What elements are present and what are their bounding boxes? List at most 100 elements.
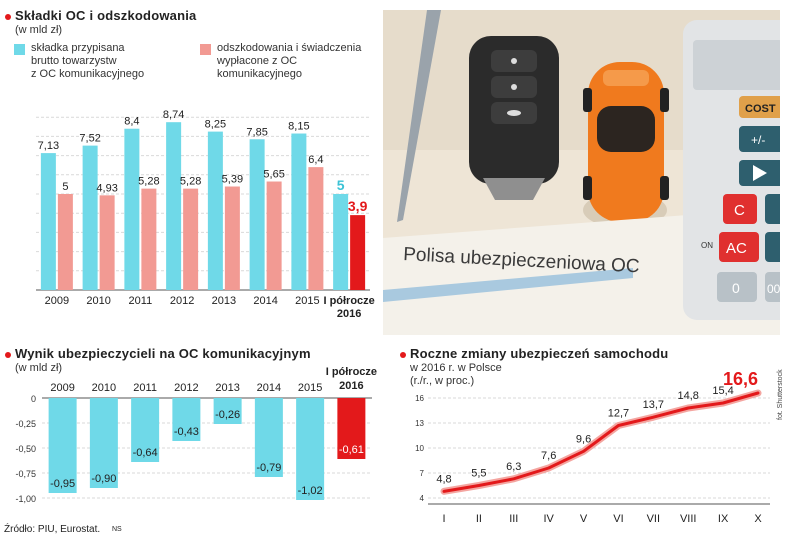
top-data-label: 7,85: [246, 126, 267, 138]
bottom-right-subtitle-2: (r./r., w proc.): [410, 375, 475, 387]
bottom-right-title: Roczne zmiany ubezpieczeń samochodu: [400, 346, 668, 361]
legend-claims-line-3: komunikacyjnego: [217, 68, 302, 80]
br-x-tick-label: II: [476, 513, 482, 525]
photo-svg: Polisa ubezpieczeniowa OC COST +/- C ON …: [383, 10, 780, 335]
top-data-label: 8,25: [205, 119, 226, 131]
calc-plusminus-key: +/-: [751, 133, 765, 147]
bl-x-tick-label: 2010: [92, 382, 116, 394]
legend-label-premium: składka przypisana brutto towarzystw z O…: [31, 42, 144, 81]
top-data-label: 8,74: [163, 109, 184, 121]
br-data-label: 6,3: [506, 461, 521, 473]
top-bar-chart: 7,13 5 2009 7,52 4,93 2010 8,4 5,28 2011 8,74 5,28…: [36, 109, 375, 320]
bl-x-tick-label: I półrocze: [326, 366, 377, 378]
br-data-label: 15,4: [712, 385, 733, 397]
br-x-tick-label: IV: [543, 513, 554, 525]
top-data-label: 8,4: [124, 116, 139, 128]
top-x-tick-label: 2009: [45, 295, 69, 307]
top-x-tick-label: 2012: [170, 295, 194, 307]
bl-data-label: -0,79: [256, 462, 281, 474]
top-data-label: 5: [337, 177, 345, 193]
bl-y-tick-label: -0,75: [15, 469, 36, 479]
br-data-label: 7,6: [541, 450, 556, 462]
br-x-tick-label: VII: [647, 513, 660, 525]
top-chart-title-text: Składki OC i odszkodowania: [15, 8, 197, 23]
top-x-tick-label: 2015: [295, 295, 319, 307]
br-data-label: 9,6: [576, 433, 591, 445]
top-x-tick-label: 2011: [129, 295, 153, 307]
top-data-label: 8,15: [288, 121, 309, 133]
br-data-label: 5,5: [471, 468, 486, 480]
bottom-left-subtitle: (w mld zł): [15, 362, 63, 374]
bl-bar: [48, 398, 77, 493]
br-y-tick-label: 16: [415, 394, 424, 403]
legend-premium-line-2: brutto towarzystw: [31, 55, 117, 67]
top-data-label: 5,28: [138, 176, 159, 188]
top-bar-claims: [57, 194, 73, 290]
photo-illustration: Polisa ubezpieczeniowa OC COST +/- C ON …: [383, 10, 780, 335]
br-x-tick-label: I: [442, 513, 445, 525]
title-bullet-icon: [5, 351, 11, 358]
top-bar-claims: [99, 195, 115, 290]
top-chart-title: Składki OC i odszkodowania: [5, 8, 196, 23]
bl-bar: [213, 398, 242, 424]
br-x-tick-label: IX: [718, 513, 729, 525]
top-chart-subtitle: (w mld zł): [15, 24, 63, 36]
br-series-line-glow: [440, 389, 762, 495]
bottom-left-bar-chart: 0 -0,25 -0,50 -0,75 -1,00 -0,95 2009 -0,90 2010 -…: [15, 366, 377, 504]
br-x-tick-label: III: [509, 513, 518, 525]
top-bar-premium: [291, 133, 307, 290]
top-bar-premium: [333, 194, 349, 290]
br-data-label: 16,6: [723, 369, 758, 389]
br-data-label: 12,7: [608, 408, 629, 420]
calc-cost-key: COST: [745, 103, 776, 115]
br-x-tick-label: X: [754, 513, 762, 525]
bl-y-tick-label: -0,50: [15, 444, 36, 454]
bottom-left-title: Wynik ubezpieczycieli na OC komunikacyjn…: [5, 346, 311, 361]
br-x-tick-label: V: [580, 513, 588, 525]
calc-double-zero-key: 00: [767, 282, 780, 296]
bl-data-label: -0,64: [133, 447, 158, 459]
top-data-label: 5,28: [180, 176, 201, 188]
calc-c-key: C: [734, 202, 745, 219]
car-key-icon: [469, 36, 559, 200]
calc-zero-key: 0: [732, 280, 740, 296]
top-bar-premium: [82, 145, 98, 290]
top-bar-premium: [207, 131, 223, 290]
top-data-label: 4,93: [96, 182, 117, 194]
bl-y-tick-label: 0: [31, 394, 36, 404]
br-data-label: 14,8: [678, 390, 699, 402]
br-data-label: 4,8: [436, 473, 451, 485]
top-bar-claims: [266, 181, 282, 290]
author-initials: NS: [112, 526, 122, 533]
bottom-right-line-chart: 4 7 10 13 16 4,8 I 5,5 II 6,3 III 7,6 IV 9,6 V 12,7 VI 13…: [415, 369, 770, 525]
top-data-label: 7,13: [38, 140, 59, 152]
title-bullet-icon: [400, 351, 406, 358]
top-x-tick-label: 2010: [86, 295, 110, 307]
br-y-tick-label: 7: [420, 469, 425, 478]
photo-credit-text: fot. Shutterstock: [777, 369, 784, 420]
bl-data-label: -1,02: [298, 485, 323, 497]
top-x-tick-label: I półrocze: [323, 295, 374, 307]
bl-x-tick-label: 2011: [133, 382, 157, 394]
top-bar-claims: [141, 188, 157, 290]
bl-data-label: -0,26: [215, 409, 240, 421]
bl-bar: [131, 398, 160, 462]
br-data-label: 13,7: [643, 399, 664, 411]
source-note: Źródło: PIU, Eurostat.: [4, 524, 101, 535]
br-x-tick-label: VIII: [680, 513, 697, 525]
bl-x-tick-label: 2009: [50, 382, 74, 394]
bottom-right-subtitle-1: w 2016 r. w Polsce: [410, 362, 502, 374]
br-y-tick-label: 10: [415, 444, 424, 453]
top-bar-premium: [40, 153, 56, 290]
top-bar-claims: [183, 188, 199, 290]
top-x-tick-label: 2014: [253, 295, 277, 307]
bl-x-tick-label: 2016: [339, 380, 363, 392]
photo-credit: fot. Shutterstock: [773, 352, 785, 422]
calc-on-label: ON: [701, 241, 713, 250]
calculator-icon: COST +/- C ON AC 0 00: [683, 20, 780, 320]
br-y-tick-label: 13: [415, 419, 424, 428]
top-bar-claims: [308, 167, 324, 290]
bl-data-label: -0,61: [339, 444, 364, 456]
bottom-left-title-text: Wynik ubezpieczycieli na OC komunikacyjn…: [15, 346, 311, 361]
top-data-label: 5,65: [263, 169, 284, 181]
